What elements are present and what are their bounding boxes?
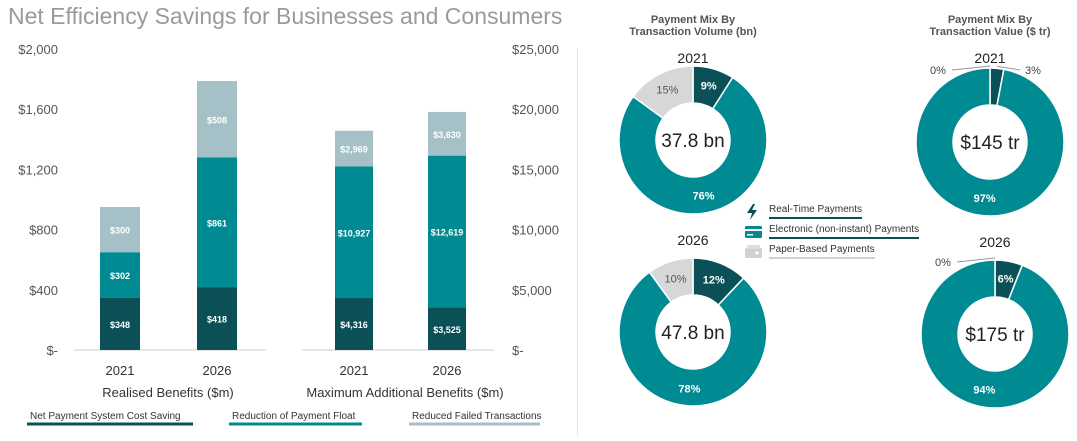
bar-segment [428, 155, 466, 308]
donut-center-total: $145 tr [960, 133, 1020, 154]
bar-data-label: $3,525 [433, 325, 461, 335]
donut-slice [618, 76, 768, 215]
chart-title: Net Efficiency Savings for Businesses an… [8, 3, 563, 29]
bar-segment [335, 166, 373, 299]
donut-data-label: 15% [656, 85, 678, 97]
legend-label-real-time: Real-Time Payments [769, 204, 862, 219]
bar-segment [197, 81, 237, 158]
x-tick-label: 2026 [203, 363, 232, 378]
bar-legend-label: Reduction of Payment Float [232, 411, 356, 422]
y-tick-label-right: $20,000 [512, 102, 559, 117]
payment-legend: Real-Time Payments Electronic (non-insta… [744, 204, 929, 264]
bar-segment [428, 111, 466, 156]
donut-data-label: 6% [998, 274, 1014, 286]
wallet-icon [745, 245, 762, 258]
donut-slice [618, 271, 768, 407]
bar-data-label: $2,969 [340, 145, 368, 155]
y-tick-label-left: $1,600 [18, 102, 58, 117]
bar-segment [335, 298, 373, 350]
donut-data-label: 10% [665, 273, 687, 285]
y-tick-label-right: $5,000 [512, 283, 552, 298]
donut-data-label: 78% [678, 383, 700, 395]
bar-data-label: $508 [207, 115, 227, 125]
legend-item-paper: Paper-Based Payments [744, 244, 929, 264]
bar-segment [100, 207, 140, 253]
x-tick-label: 2021 [340, 363, 369, 378]
bar-data-label: $861 [207, 218, 227, 228]
donut-data-label: 3% [1025, 65, 1041, 77]
donut-slice [920, 259, 1070, 409]
y-tick-label-left: $400 [29, 283, 58, 298]
y-tick-label-left: $800 [29, 223, 58, 238]
x-tick-label: 2021 [106, 363, 135, 378]
y-tick-label-left: $1,200 [18, 162, 58, 177]
donut-slice [632, 65, 694, 120]
legend-item-real-time: Real-Time Payments [744, 204, 929, 224]
donut-leader-line [997, 65, 1021, 71]
donut-group-title: Payment Mix By [651, 14, 736, 26]
legend-item-electronic: Electronic (non-instant) Payments [744, 224, 929, 244]
x-axis-title: Realised Benefits ($m) [102, 385, 234, 400]
donut-data-label: 0% [930, 65, 946, 77]
bar-data-label: $3,630 [433, 130, 461, 140]
donut-data-label: 0% [935, 257, 951, 269]
donut-data-label: 12% [703, 274, 725, 286]
donut-year-label: 2021 [677, 50, 708, 66]
bar-segment [100, 252, 140, 298]
donut-group-title: Payment Mix By [948, 14, 1033, 26]
bar-legend-label: Reduced Failed Transactions [412, 411, 542, 422]
donut-data-label: 9% [701, 81, 717, 93]
donut-center-total: 47.8 bn [661, 323, 724, 344]
y-tick-label-left: $- [46, 343, 58, 358]
bar-data-label: $348 [110, 320, 130, 330]
bar-segment [335, 130, 373, 167]
bar-data-label: $10,927 [338, 228, 371, 238]
donut-data-label: 94% [973, 384, 995, 396]
donut-year-label: 2026 [979, 234, 1010, 250]
x-tick-label: 2026 [433, 363, 462, 378]
donut-center-total: $175 tr [965, 325, 1025, 346]
donut-data-label: 97% [974, 193, 996, 205]
legend-label-electronic: Electronic (non-instant) Payments [769, 224, 920, 239]
bar-segment [197, 287, 237, 350]
card-icon [745, 226, 762, 238]
bar-data-label: $418 [207, 315, 227, 325]
bar-data-label: $12,619 [431, 228, 464, 238]
bar-data-label: $302 [110, 271, 130, 281]
y-tick-label-left: $2,000 [18, 42, 58, 57]
donut-group-title: Transaction Volume (bn) [629, 26, 757, 38]
donut-year-label: 2026 [677, 232, 708, 248]
donut-data-label: 76% [693, 190, 715, 202]
bar-data-label: $4,316 [340, 320, 368, 330]
donut-year-label: 2021 [974, 50, 1005, 66]
bar-segment [100, 297, 140, 350]
legend-label-paper: Paper-Based Payments [769, 244, 875, 259]
bar-legend-label: Net Payment System Cost Saving [30, 411, 181, 422]
lightning-icon [747, 204, 757, 220]
donut-leader-line [956, 257, 996, 263]
donut-slice [915, 67, 1065, 217]
bar-data-label: $300 [110, 226, 130, 236]
donut-slice [648, 257, 694, 304]
bar-segment [428, 307, 466, 350]
bar-segment [197, 157, 237, 288]
y-tick-label-right: $15,000 [512, 162, 559, 177]
donut-group-title: Transaction Value ($ tr) [929, 26, 1050, 38]
y-tick-label-right: $25,000 [512, 42, 559, 57]
donut-leader-line [951, 65, 991, 71]
donut-center-total: 37.8 bn [661, 131, 724, 152]
y-tick-label-right: $10,000 [512, 223, 559, 238]
x-axis-title: Maximum Additional Benefits ($m) [306, 385, 503, 400]
y-tick-label-right: $- [512, 343, 524, 358]
panel-divider [577, 48, 578, 436]
